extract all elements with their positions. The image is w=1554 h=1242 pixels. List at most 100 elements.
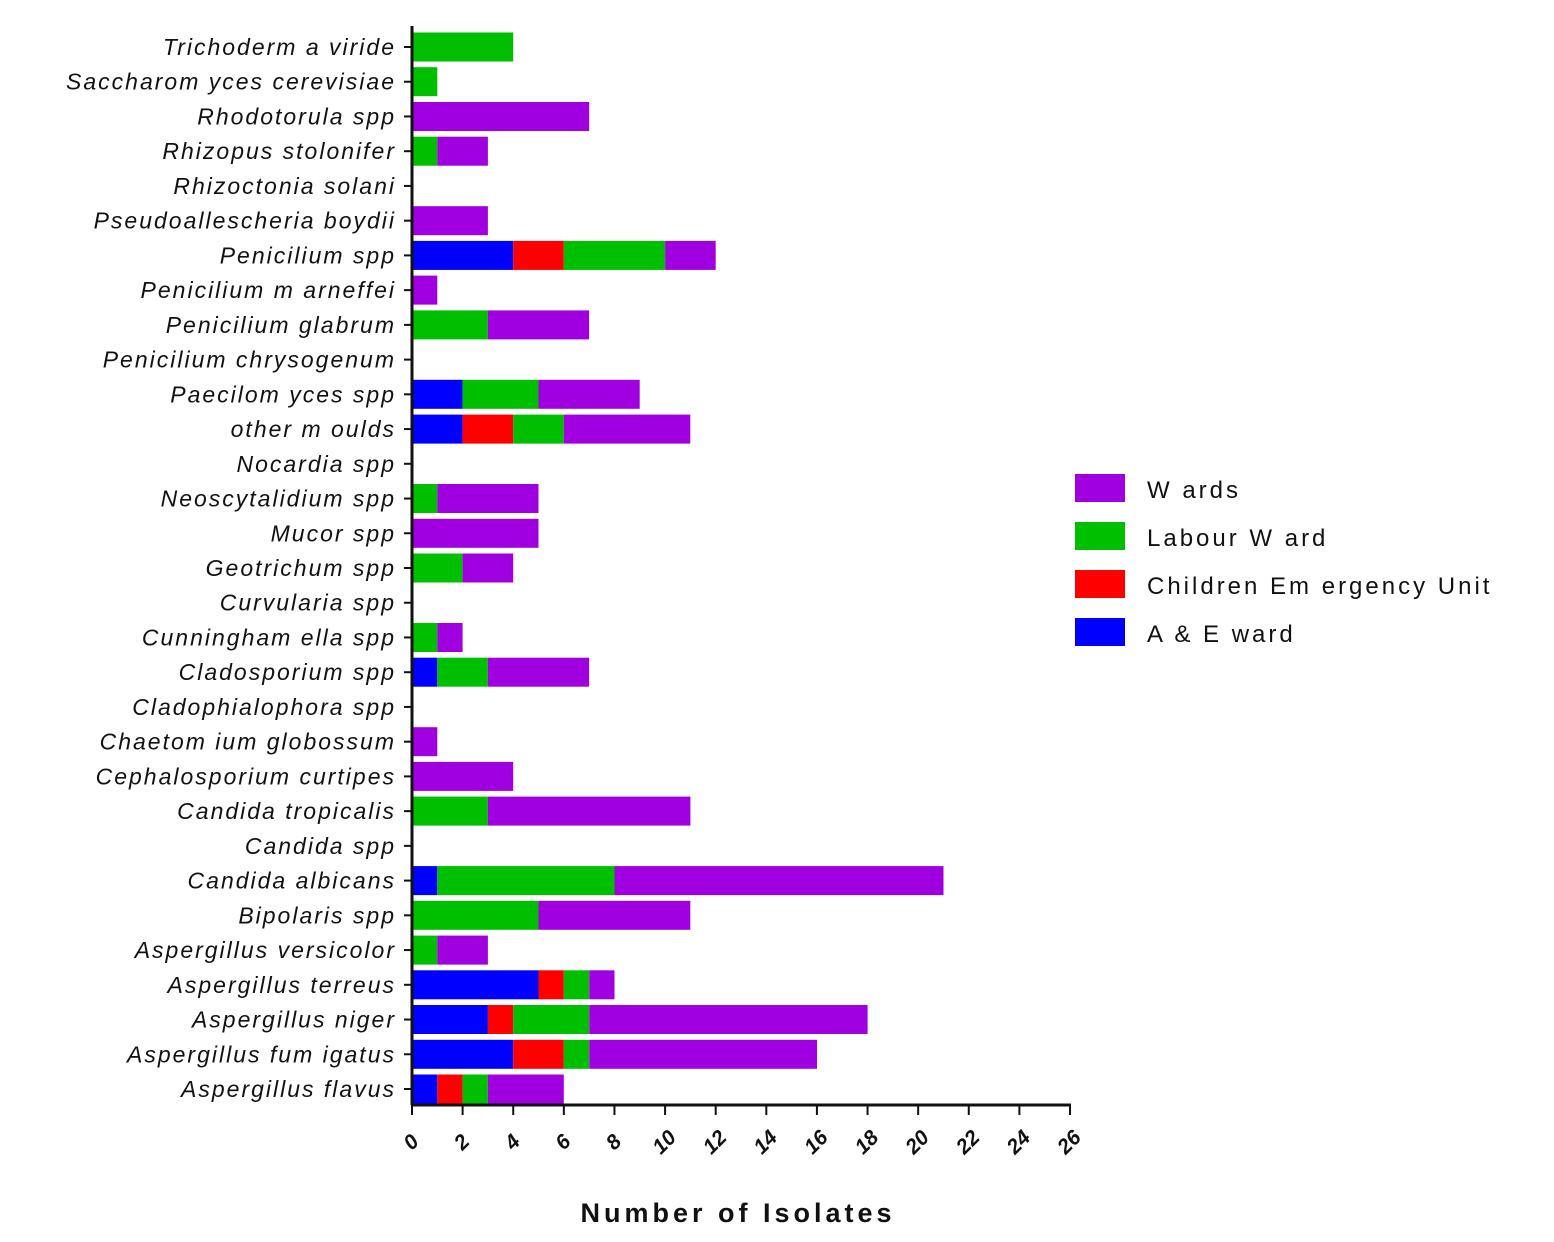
bar-segment [412, 900, 539, 930]
category-label: Candida tropicalis [177, 798, 396, 824]
bar-segment [412, 727, 438, 757]
bar-segment [538, 970, 564, 1000]
bar-segment [462, 379, 539, 409]
bar-segment [412, 623, 438, 652]
category-label: Mucor spp [271, 520, 396, 546]
bar-segment [538, 900, 691, 930]
category-label: Pseudoallescheria boydii [94, 208, 396, 234]
legend: W ards Labour W ard Children Em ergency Un… [1075, 474, 1489, 648]
x-tick-label: 4 [500, 1130, 525, 1155]
category-label: Geotrichum spp [206, 555, 396, 581]
bar-segment [563, 970, 590, 1000]
x-tick-label: 0 [399, 1130, 424, 1155]
x-tick-labels: 0 2 4 6 8 10 12 14 16 18 20 22 24 26 [399, 1126, 1086, 1160]
category-label: Candida albicans [188, 868, 396, 894]
bar-segment [462, 553, 514, 583]
category-label: Rhizopus stolonifer [162, 138, 396, 164]
x-tick-label: 20 [900, 1126, 934, 1160]
category-label: Rhizoctonia solani [173, 173, 396, 199]
bar-segment [513, 414, 564, 444]
bar-segment [437, 935, 488, 965]
category-label: Cunningham ella spp [142, 624, 396, 650]
bar-segment [513, 1039, 564, 1069]
category-label: Aspergillus fum igatus [125, 1041, 396, 1067]
bar-segment [412, 379, 463, 409]
bar-segment [412, 657, 438, 687]
bar-segment [538, 379, 640, 409]
category-label: Bipolaris spp [238, 902, 396, 928]
bar-segment [487, 1074, 564, 1104]
bar-segment [412, 32, 514, 62]
bar-segment [589, 1039, 817, 1069]
bar-segment [487, 310, 590, 340]
x-axis-title: Number of Isolates [580, 1198, 895, 1228]
category-label: Penicilium spp [220, 242, 396, 268]
legend-label: W ards [1147, 477, 1241, 504]
category-label: Rhodotorula spp [197, 103, 396, 129]
bar-segment [462, 1074, 488, 1104]
bar-segment [437, 866, 615, 896]
bar-segment [412, 1005, 488, 1034]
bar-segment [563, 1039, 590, 1069]
bar-segment [412, 1039, 514, 1069]
category-label: Aspergillus versicolor [133, 937, 396, 963]
bar-segment [412, 310, 488, 340]
category-label: Chaetom ium globossum [100, 729, 396, 755]
bar-segment [665, 240, 716, 270]
category-label: Curvularia spp [220, 590, 396, 616]
bar-segment [462, 414, 514, 444]
bars-layer [412, 32, 944, 1104]
x-tick-label: 26 [1052, 1126, 1086, 1160]
category-label: Aspergillus terreus [166, 972, 396, 998]
legend-label: Labour W ard [1147, 525, 1328, 552]
axes-layer [404, 26, 1071, 1115]
x-tick-label: 8 [602, 1130, 627, 1155]
x-tick-label: 24 [1002, 1126, 1036, 1160]
x-tick-label: 12 [699, 1126, 732, 1159]
bar-segment [437, 136, 488, 166]
bar-segment [412, 206, 488, 236]
bar-segment [563, 240, 665, 270]
bar-segment [412, 275, 438, 305]
bar-segment [412, 866, 438, 896]
category-label: Penicilium glabrum [166, 312, 396, 338]
x-tick-label: 22 [951, 1126, 985, 1160]
bar-segment [412, 67, 438, 97]
bar-segment [412, 414, 463, 444]
bar-segment [437, 1074, 463, 1104]
category-label: Candida spp [245, 833, 396, 859]
legend-swatch [1075, 618, 1125, 646]
bar-segment [589, 970, 615, 1000]
x-tick-label: 2 [449, 1130, 474, 1155]
legend-swatch [1075, 570, 1125, 598]
x-tick-label: 6 [551, 1130, 576, 1155]
x-tick-label: 16 [800, 1126, 833, 1159]
category-label: Saccharom yces cerevisiae [66, 69, 396, 95]
x-tick-label: 14 [749, 1126, 782, 1159]
bar-segment [437, 657, 488, 687]
bar-segment [487, 657, 590, 687]
category-label: Penicilium chrysogenum [103, 347, 396, 373]
bar-segment [487, 1005, 514, 1034]
bar-segment [412, 970, 539, 1000]
bar-segment [412, 240, 514, 270]
x-tick-label: 18 [851, 1126, 884, 1159]
x-tick-label: 10 [648, 1126, 681, 1159]
category-label: Nocardia spp [236, 451, 396, 477]
bar-segment [412, 1074, 438, 1104]
category-label: Cephalosporium curtipes [96, 763, 396, 789]
category-label: Penicilium m arneffei [141, 277, 396, 303]
category-label: Trichoderm a viride [163, 34, 396, 60]
bar-segment [487, 796, 691, 826]
category-label: Paecilom yces spp [170, 381, 396, 407]
bar-segment [437, 623, 463, 652]
bar-segment [513, 1005, 590, 1034]
bar-segment [589, 1005, 868, 1034]
legend-swatch [1075, 522, 1125, 550]
bar-segment [437, 484, 539, 513]
category-label: Cladophialophora spp [132, 694, 396, 720]
legend-label: A & E ward [1147, 621, 1296, 648]
bar-segment [412, 761, 514, 791]
